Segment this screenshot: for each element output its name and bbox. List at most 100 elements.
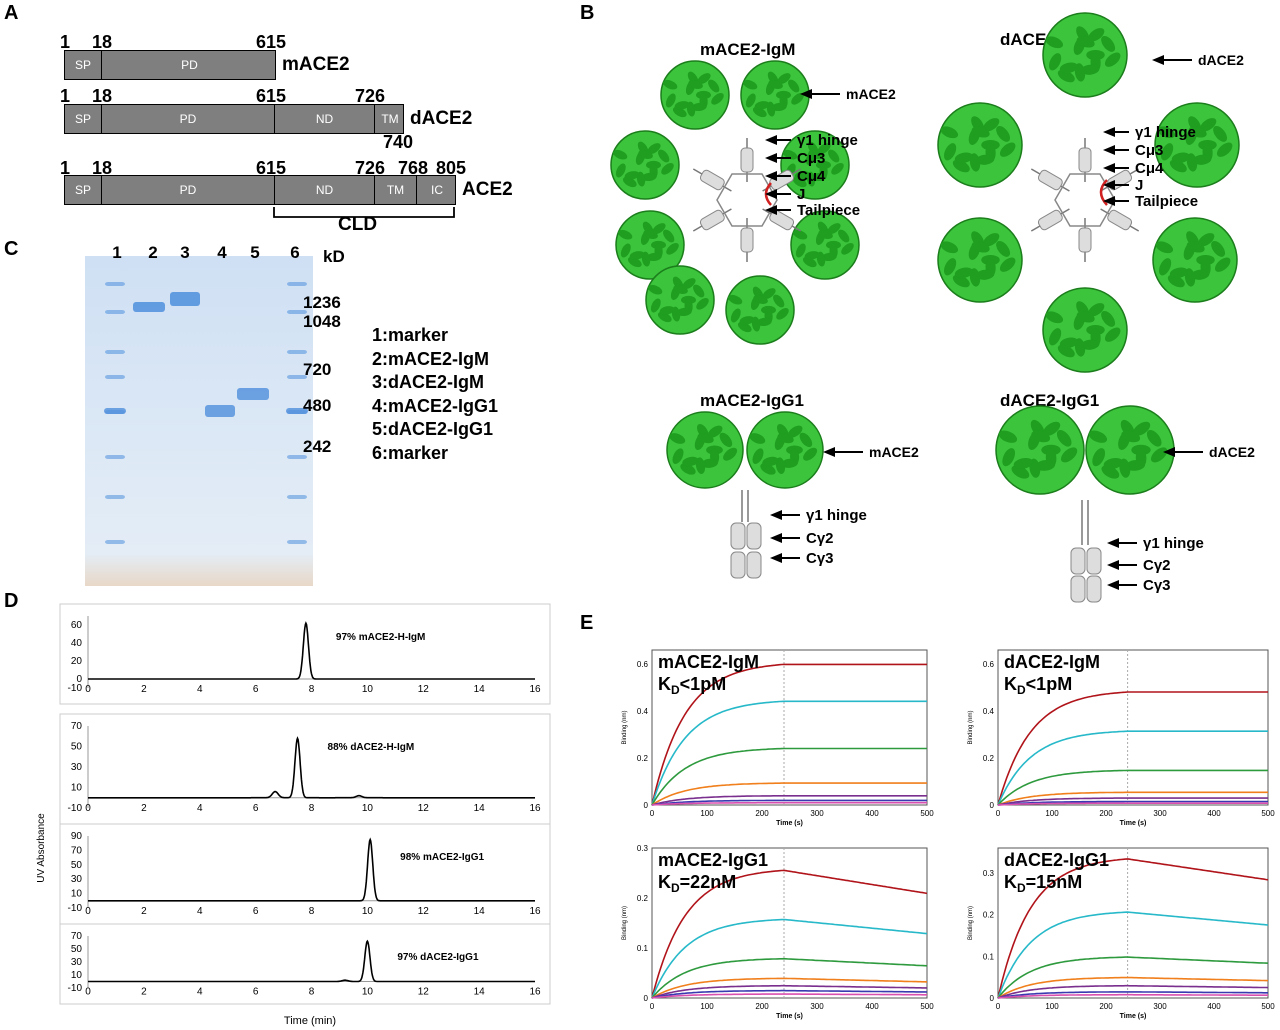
binding-curve	[651, 869, 928, 999]
ace2-domain-bar: SP PD ND TM IC	[64, 175, 456, 205]
purity-label: 98% mACE2-IgG1	[400, 852, 484, 863]
binding-curve	[997, 791, 1268, 806]
x-tick-label: 8	[309, 684, 315, 695]
y-axis-label: Binding (nm)	[968, 710, 974, 744]
domain-label: Tailpiece	[1135, 193, 1198, 210]
ace2-domain-structure	[740, 60, 810, 130]
kd-value: KD=15nM	[1004, 872, 1082, 895]
x-tick-label: 10	[362, 684, 374, 695]
arrow-head	[1163, 447, 1175, 457]
legend-item: 5:dACE2-IgG1	[372, 419, 494, 439]
x-tick-label: 500	[1261, 1002, 1275, 1011]
lane-number: 5	[250, 243, 259, 262]
y-tick-label: 0.2	[637, 894, 649, 903]
arrow-head	[1103, 196, 1115, 206]
ace2-domain-structure	[645, 265, 715, 335]
gel-band	[287, 375, 307, 379]
x-axis-label: Time (s)	[776, 1013, 803, 1020]
x-tick-label: 4	[197, 906, 203, 917]
purity-label: 97% mACE2-H-IgM	[336, 632, 425, 643]
binding-curve	[651, 977, 928, 999]
x-tick-label: 100	[1045, 809, 1059, 818]
binding-sensorgram: 0 0.1 0.2 0.3 0 100 200 300 400 500 Time (s) Bindin…	[622, 844, 934, 1020]
residue-number: 18	[92, 86, 113, 106]
gel-band	[237, 388, 269, 400]
y-tick-label: 0	[990, 801, 995, 810]
x-tick-label: 10	[362, 803, 374, 814]
x-tick-label: 500	[920, 1002, 934, 1011]
chromatogram-trace	[88, 736, 535, 799]
y-tick-label: 0.2	[983, 754, 995, 763]
y-tick-label: 0.2	[983, 911, 995, 920]
y-axis-label: Binding (nm)	[622, 710, 628, 744]
arrow-head	[765, 153, 777, 163]
arrow-head	[823, 447, 835, 457]
domain-label: γ1 hinge	[797, 132, 858, 149]
y-tick-label: 50	[71, 944, 83, 955]
panel-label-a: A	[4, 2, 19, 24]
plot-title: dACE2-IgG1	[1004, 850, 1109, 870]
y-tick-label: 0	[990, 994, 995, 1003]
binding-curve	[997, 802, 1268, 806]
chromatogram-plot: 60 40 20 0-10 0 2 4 6 8 10 12 14 16 97% mACE2-H-IgM	[59, 603, 551, 705]
arrow-head	[770, 510, 782, 520]
binding-curve	[651, 989, 928, 999]
residue-number: 1	[60, 32, 71, 52]
y-tick-label: -10	[68, 983, 83, 994]
binding-curve	[651, 918, 928, 999]
gel-band	[287, 455, 307, 459]
x-tick-label: 16	[529, 684, 541, 695]
domain-nd: ND	[275, 105, 375, 133]
x-tick-label: 4	[197, 987, 203, 998]
purity-label: 97% dACE2-IgG1	[397, 952, 479, 963]
x-tick-label: 14	[474, 803, 486, 814]
gel-band	[287, 495, 307, 499]
legend-item: 2:mACE2-IgM	[372, 348, 490, 369]
gel-band	[105, 310, 125, 314]
purity-label: 88% dACE2-H-IgM	[328, 742, 415, 753]
y-tick-label: 0.1	[637, 944, 649, 953]
domain-sp: SP	[65, 51, 102, 79]
ace2-domain-structure	[1042, 12, 1128, 98]
x-tick-label: 8	[309, 987, 315, 998]
lane-number: 4	[217, 243, 227, 262]
binding-curve	[997, 691, 1268, 806]
y-tick-label: 40	[71, 638, 83, 649]
domain-sp: SP	[65, 176, 102, 204]
ace2-domain-structure	[746, 411, 824, 489]
y-axis-label: Binding (nm)	[622, 906, 628, 940]
marker-size: 480	[303, 396, 331, 415]
y-tick-label: 0.1	[983, 952, 995, 961]
y-tick-label: 50	[71, 860, 83, 871]
residue-number: 1	[60, 86, 71, 106]
binding-curve	[651, 799, 927, 806]
ace2-domain-structure	[937, 217, 1023, 303]
residue-number: 615	[256, 158, 287, 178]
gel-band	[205, 405, 235, 417]
domain-nd: ND	[275, 176, 375, 204]
chromatogram-trace	[88, 621, 535, 680]
x-tick-label: 12	[418, 906, 430, 917]
y-tick-label: 60	[71, 620, 83, 631]
panel-label-d: D	[4, 590, 19, 612]
y-tick-label: 90	[71, 831, 83, 842]
arrow-head	[1103, 145, 1115, 155]
gel-background	[85, 256, 313, 586]
igm-scaffold	[1030, 138, 1140, 262]
gel-band	[133, 302, 165, 312]
cld-label: CLD	[338, 214, 378, 235]
domain-label: Cμ4	[797, 168, 826, 185]
binding-curve	[651, 795, 927, 806]
x-tick-label: 16	[529, 803, 541, 814]
binding-curve	[997, 858, 1269, 999]
y-tick-label: 70	[71, 721, 83, 732]
y-tick-label: 0.3	[637, 844, 649, 853]
x-tick-label: 200	[755, 1002, 769, 1011]
domain-label: Tailpiece	[797, 202, 860, 219]
gel-band	[105, 455, 125, 459]
binding-curve	[997, 797, 1268, 806]
domain-sp: SP	[65, 105, 102, 133]
legend-item: 6:marker	[372, 442, 449, 463]
y-tick-label: -10	[68, 803, 83, 814]
domain-label: Cμ3	[797, 150, 825, 167]
